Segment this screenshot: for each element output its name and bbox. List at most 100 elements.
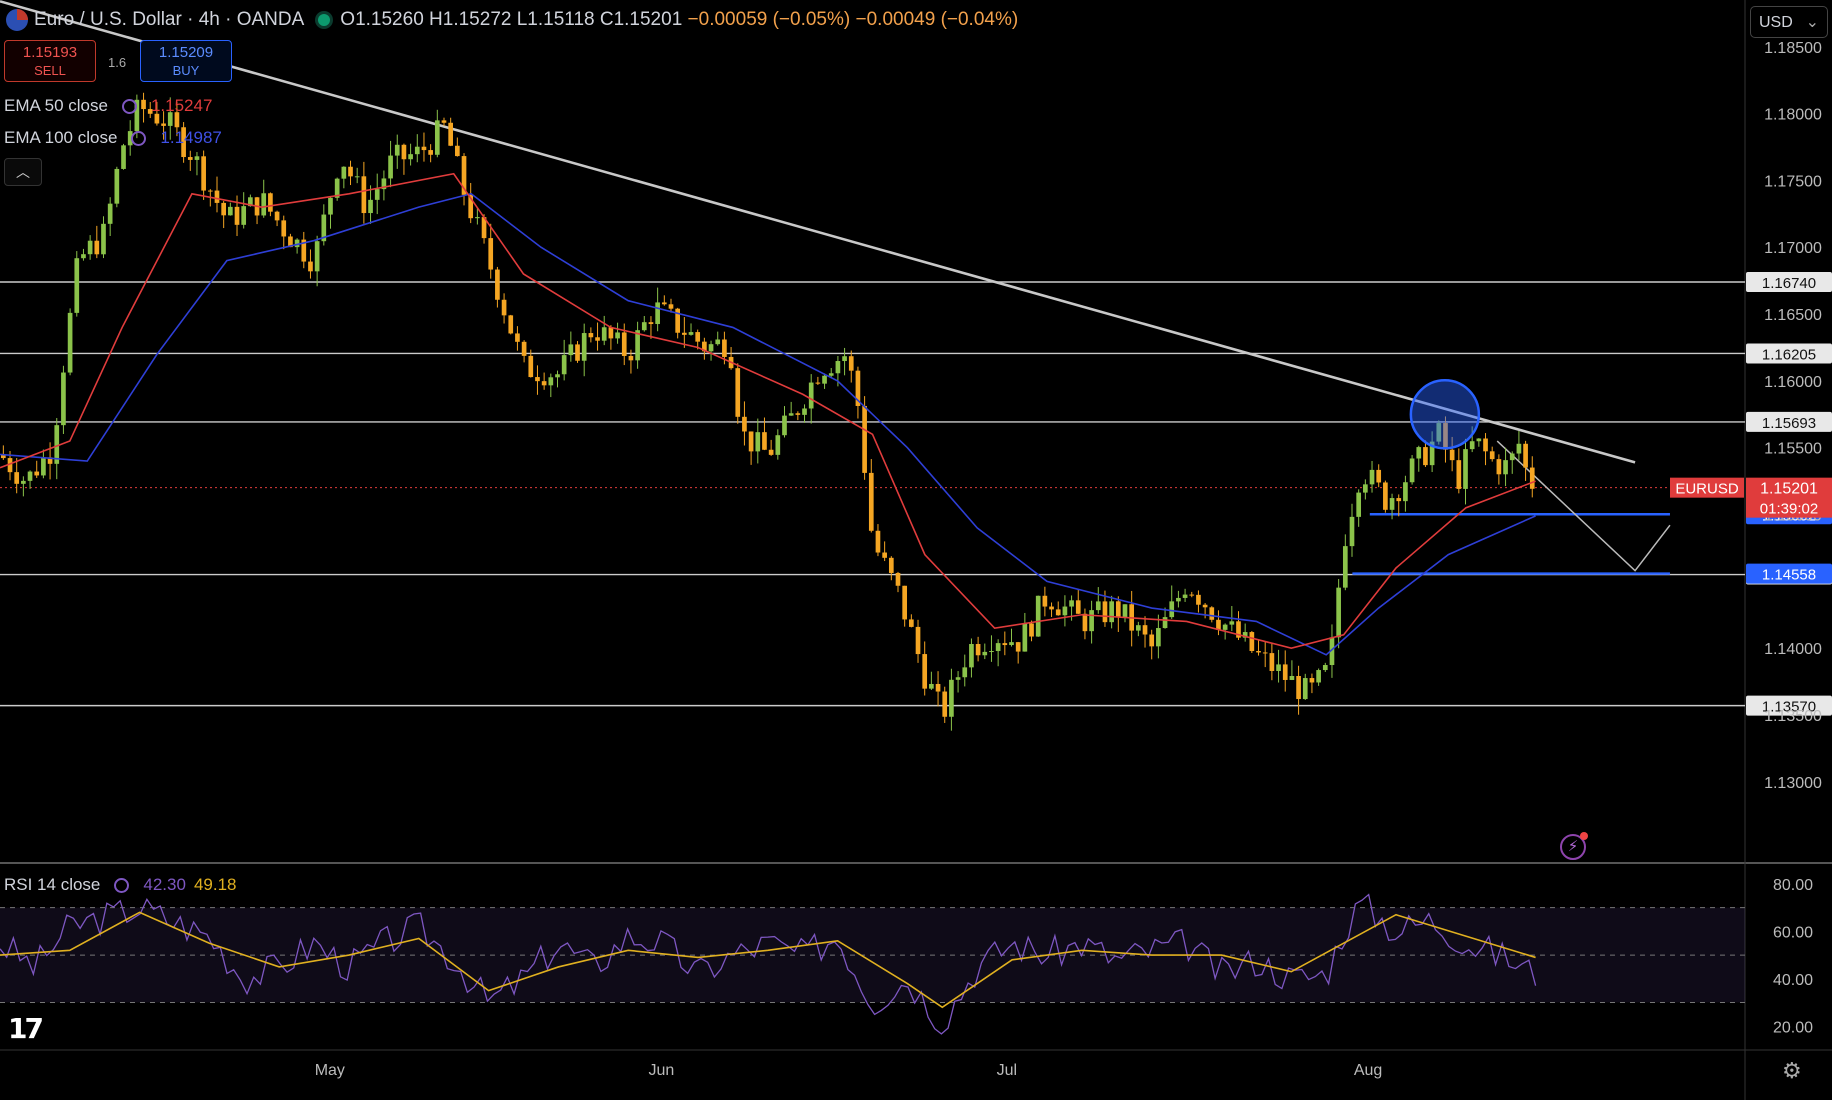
- candle-body: [1015, 642, 1021, 652]
- candle-body: [1136, 625, 1141, 631]
- candle-body: [521, 341, 527, 356]
- candle-body: [495, 269, 500, 300]
- eurusd-flag-icon: [6, 9, 28, 31]
- candle-body: [1489, 451, 1495, 460]
- candle-body: [882, 552, 887, 558]
- candle-body: [915, 626, 921, 655]
- rsi-ma-value: 49.18: [193, 875, 237, 894]
- ema100-legend[interactable]: EMA 100 close 1.14987: [4, 128, 222, 148]
- candle-body: [1009, 642, 1014, 646]
- buy-button[interactable]: 1.15209 BUY: [140, 40, 232, 82]
- candle-body: [855, 370, 861, 406]
- candle-body: [354, 176, 360, 178]
- rsi-legend[interactable]: RSI 14 close 42.30 49.18: [4, 875, 236, 895]
- candle-body: [922, 654, 928, 689]
- rsi-settings-icon[interactable]: [114, 877, 130, 893]
- candle-body: [34, 471, 40, 476]
- candle-body: [1403, 482, 1408, 502]
- ema100-label: EMA 100 close: [4, 128, 118, 147]
- price-tick: 1.14000: [1764, 641, 1822, 658]
- price-tick: 1.18500: [1764, 40, 1822, 57]
- chevron-down-icon: ⌄: [1805, 14, 1819, 31]
- candle-body: [1062, 606, 1068, 616]
- symbol-title[interactable]: Euro / U.S. Dollar · 4h · OANDA: [34, 9, 305, 30]
- candle-body: [615, 332, 620, 339]
- gear-icon[interactable]: ⚙: [1782, 1058, 1802, 1083]
- candle-body: [742, 416, 747, 432]
- candle-body: [1269, 653, 1275, 671]
- level-label-box: [1746, 271, 1832, 292]
- candle-body: [1229, 621, 1235, 625]
- candle-body: [715, 339, 721, 345]
- candle-body: [234, 206, 240, 225]
- trendline: [0, 0, 1636, 464]
- level-label-box: [1746, 695, 1832, 716]
- candle-body: [1523, 443, 1528, 468]
- candle-body: [141, 99, 146, 110]
- time-tick: Aug: [1354, 1062, 1382, 1079]
- candle-body: [782, 415, 787, 436]
- collapse-legend-button[interactable]: ︿: [4, 158, 42, 186]
- candle-body: [768, 449, 774, 455]
- level-label: 1.14558: [1762, 567, 1816, 584]
- candle-body: [655, 302, 660, 325]
- candle-body: [895, 572, 901, 586]
- candle-body: [328, 197, 333, 215]
- buy-label: BUY: [172, 63, 200, 78]
- highlight-circle: [1409, 379, 1481, 450]
- symbol-label: EURUSD: [1675, 481, 1739, 498]
- candle-body: [1296, 675, 1301, 700]
- candle-body: [47, 457, 53, 464]
- candle-body: [1115, 601, 1121, 618]
- candle-body: [1389, 498, 1395, 510]
- candle-body: [1289, 675, 1295, 680]
- candle-body: [1503, 460, 1508, 475]
- ema50-settings-icon[interactable]: [121, 98, 137, 114]
- price-tick: 1.16000: [1764, 374, 1822, 391]
- candle-body: [949, 679, 954, 717]
- candle-body: [41, 457, 46, 476]
- candle-body: [27, 471, 33, 481]
- alert-bolt-icon[interactable]: ⚡: [1560, 832, 1588, 860]
- candle-body: [1035, 595, 1041, 637]
- candle-body: [935, 683, 941, 692]
- candle-body: [1095, 601, 1101, 611]
- candle-body: [368, 199, 373, 214]
- candle-body: [107, 203, 113, 224]
- candle-body: [1456, 460, 1462, 489]
- time-tick: Jul: [997, 1062, 1017, 1079]
- sell-button[interactable]: 1.15193 SELL: [4, 40, 96, 82]
- candle-body: [1162, 617, 1168, 629]
- candle-body: [214, 190, 220, 203]
- candle-body: [1509, 453, 1515, 461]
- ema50-legend[interactable]: EMA 50 close 1.15247: [4, 96, 212, 116]
- chevron-up-icon: ︿: [16, 164, 30, 180]
- rsi-tick: 40.00: [1773, 972, 1813, 989]
- ema100-settings-icon[interactable]: [131, 130, 147, 146]
- candle-body: [54, 425, 60, 464]
- candle-body: [909, 619, 914, 627]
- candle-body: [1423, 447, 1428, 466]
- candle-body: [167, 112, 173, 126]
- candle-body: [668, 304, 674, 309]
- candle-body: [621, 332, 627, 356]
- candle-body: [194, 156, 200, 160]
- candle-body: [1029, 623, 1034, 637]
- candle-body: [448, 122, 454, 146]
- candle-body: [1042, 595, 1048, 607]
- candle-body: [862, 405, 867, 473]
- candle-body: [1149, 634, 1155, 647]
- candle-body: [675, 308, 681, 333]
- candle-body: [421, 146, 427, 151]
- candle-body: [221, 202, 227, 216]
- currency-select[interactable]: USD ⌄: [1750, 6, 1828, 38]
- time-tick: Jun: [648, 1062, 674, 1079]
- candle-body: [1349, 516, 1355, 547]
- candle-body: [1242, 632, 1248, 638]
- candle-body: [1236, 621, 1241, 638]
- candle-body: [1196, 594, 1201, 605]
- candle-body: [795, 413, 801, 415]
- candle-body: [875, 530, 881, 553]
- candle-body: [868, 472, 874, 531]
